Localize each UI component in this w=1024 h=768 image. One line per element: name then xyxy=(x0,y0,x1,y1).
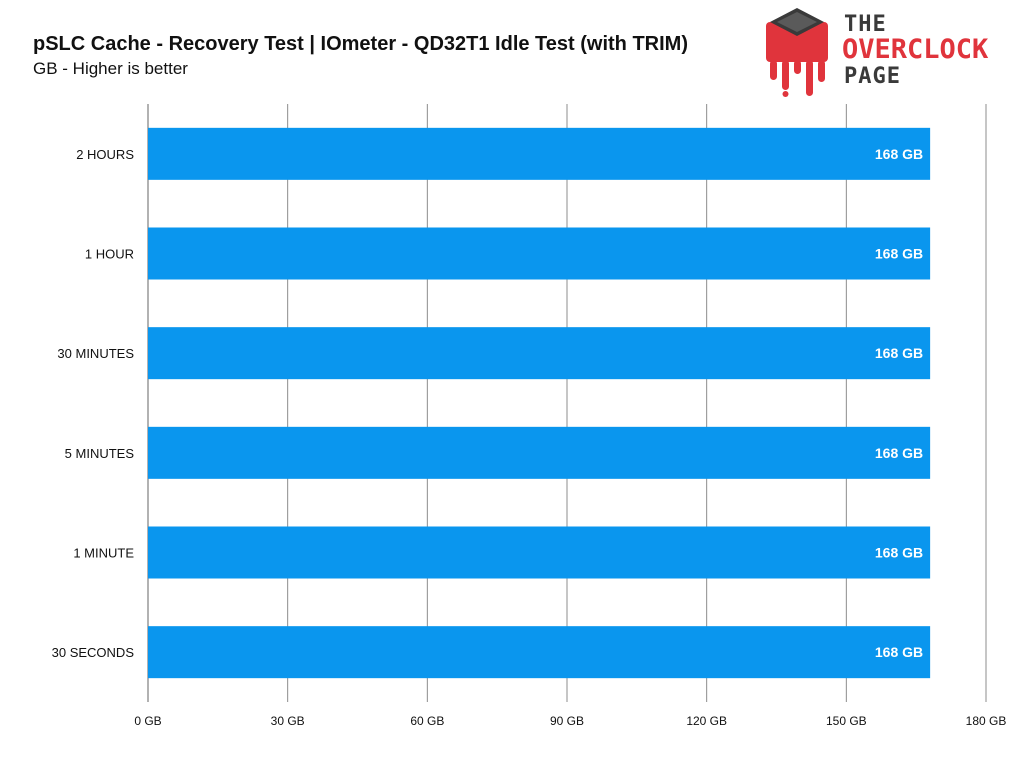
logo-text-the: THE xyxy=(844,12,887,37)
bar xyxy=(148,127,931,180)
bars xyxy=(148,127,931,679)
x-tick-label: 60 GB xyxy=(410,714,444,728)
logo-text-page: PAGE xyxy=(844,64,901,89)
x-tick-label: 180 GB xyxy=(966,714,1007,728)
category-label: 5 MINUTES xyxy=(65,446,135,461)
x-tick-label: 120 GB xyxy=(686,714,727,728)
category-label: 30 SECONDS xyxy=(52,645,135,660)
data-label: 168 GB xyxy=(875,545,923,561)
chip-drip-icon xyxy=(766,8,828,97)
bar xyxy=(148,526,931,579)
data-label: 168 GB xyxy=(875,246,923,262)
data-label: 168 GB xyxy=(875,445,923,461)
category-label: 2 HOURS xyxy=(76,147,134,162)
category-label: 30 MINUTES xyxy=(57,346,134,361)
data-label: 168 GB xyxy=(875,146,923,162)
bar xyxy=(148,426,931,479)
gridlines xyxy=(147,104,987,702)
data-label: 168 GB xyxy=(875,644,923,660)
overclock-page-logo: THE OVERCLOCK PAGE xyxy=(760,4,1022,100)
x-tick-label: 90 GB xyxy=(550,714,584,728)
data-label: 168 GB xyxy=(875,345,923,361)
x-tick-label: 30 GB xyxy=(271,714,305,728)
chart-subtitle: GB - Higher is better xyxy=(33,59,188,78)
category-label: 1 HOUR xyxy=(85,247,134,262)
bar xyxy=(148,626,931,679)
x-tick-label: 150 GB xyxy=(826,714,867,728)
bar xyxy=(148,327,931,380)
logo-text-overclock: OVERCLOCK xyxy=(842,34,989,65)
chart-title: pSLC Cache - Recovery Test | IOmeter - Q… xyxy=(33,33,688,55)
bar xyxy=(148,227,931,280)
category-label: 1 MINUTE xyxy=(73,546,134,561)
x-tick-label: 0 GB xyxy=(134,714,161,728)
labels: 0 GB 30 GB 60 GB 90 GB 120 GB 150 GB 180 GB 2 H… xyxy=(52,146,1007,728)
